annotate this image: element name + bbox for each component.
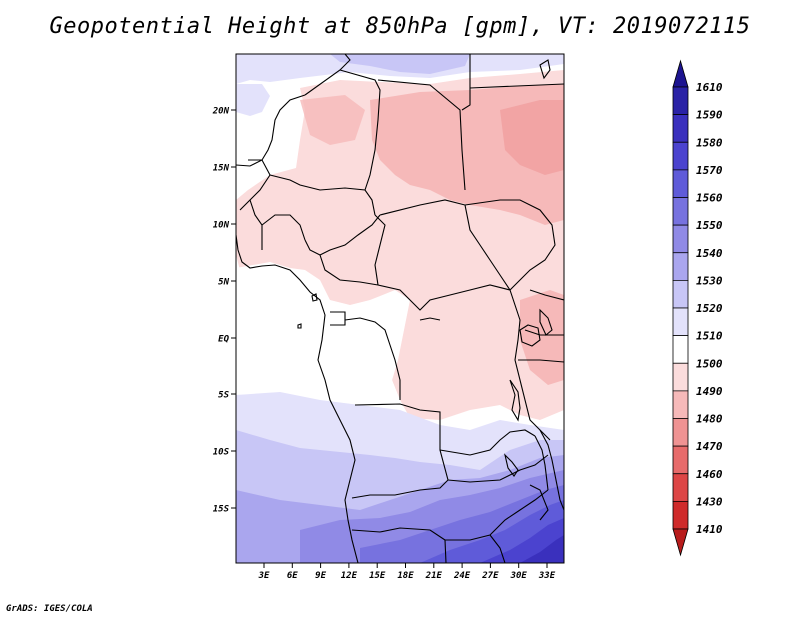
colorbar-segment	[672, 114, 689, 143]
colorbar-label: 1560	[696, 192, 723, 205]
colorbar-label: 1550	[696, 219, 723, 232]
lon-tick-label: 12E	[341, 571, 358, 581]
colorbar-label: 1580	[696, 136, 723, 149]
lon-tick-label: 15E	[369, 571, 386, 581]
colorbar-label: 1610	[696, 81, 723, 94]
footer-credit: GrADS: IGES/COLA	[6, 604, 93, 614]
country-borders	[236, 54, 564, 563]
lat-tick-label: 5N	[218, 278, 229, 288]
colorbar: 1610 1590 1580 1570 1560 1550 1540 1530 1520 1510…	[672, 59, 723, 557]
height-field	[236, 54, 564, 563]
lon-tick-label: 18E	[397, 571, 414, 581]
colorbar-segment	[672, 362, 689, 392]
colorbar-segment	[672, 473, 689, 502]
colorbar-segment	[672, 59, 689, 88]
colorbar-segment	[672, 279, 689, 309]
colorbar-label: 1530	[696, 274, 723, 287]
lat-tick-label: 5S	[218, 391, 229, 401]
colorbar-segment	[672, 335, 689, 364]
colorbar-segment	[672, 307, 689, 337]
colorbar-label: 1430	[696, 495, 723, 508]
lon-tick-label: 6E	[287, 571, 298, 581]
colorbar-segment	[672, 418, 689, 447]
colorbar-segment	[672, 528, 689, 557]
colorbar-segment	[672, 390, 689, 419]
lat-tick-label: 10S	[213, 448, 230, 458]
lat-tick-label: 20N	[212, 107, 230, 117]
colorbar-segment	[672, 252, 689, 281]
lat-tick-label: 15N	[213, 164, 230, 174]
colorbar-label: 1540	[696, 247, 723, 260]
map-title: Geopotential Height at 850hPa [gpm], VT:…	[49, 14, 751, 39]
lon-tick-label: 30E	[510, 571, 528, 581]
colorbar-label: 1570	[696, 164, 723, 177]
latitude-axis: 20N 15N 10N 5N EQ 5S 10S 15S	[212, 107, 236, 515]
colorbar-segment	[672, 169, 689, 198]
colorbar-label: 1410	[696, 523, 723, 536]
colorbar-segment	[672, 197, 689, 226]
lat-tick-label: EQ	[218, 335, 229, 345]
colorbar-label: 1480	[696, 413, 723, 426]
colorbar-segment	[672, 445, 689, 475]
colorbar-label: 1510	[696, 330, 723, 343]
colorbar-label: 1520	[696, 302, 723, 315]
lon-tick-label: 33E	[538, 571, 556, 581]
lat-tick-label: 15S	[213, 505, 230, 515]
colorbar-segment	[672, 500, 689, 530]
colorbar-label: 1590	[696, 109, 723, 122]
colorbar-label: 1500	[696, 357, 723, 370]
colorbar-label: 1460	[696, 468, 723, 481]
colorbar-label: 1470	[696, 440, 723, 453]
lon-tick-label: 9E	[315, 571, 326, 581]
map-frame	[235, 53, 565, 564]
colorbar-segment	[672, 86, 689, 116]
colorbar-segment	[672, 141, 689, 171]
lon-tick-label: 27E	[481, 571, 499, 581]
colorbar-segment	[672, 224, 689, 254]
lon-tick-label: 3E	[258, 571, 270, 581]
longitude-axis: 3E 6E 9E 12E 15E 18E 21E 24E 27E 30E 33E	[258, 563, 556, 581]
colorbar-label: 1490	[696, 385, 723, 398]
lon-tick-label: 24E	[453, 571, 471, 581]
lat-tick-label: 10N	[213, 221, 230, 231]
lon-tick-label: 21E	[425, 571, 443, 581]
